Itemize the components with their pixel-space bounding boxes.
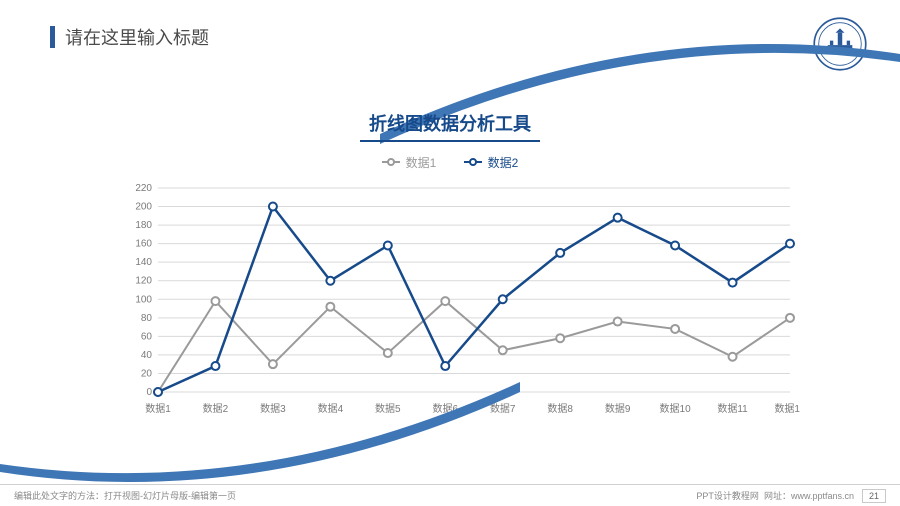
svg-text:数据4: 数据4 — [318, 402, 344, 415]
legend-item-series2: 数据2 — [464, 154, 519, 171]
svg-text:数据8: 数据8 — [547, 402, 573, 415]
svg-text:0: 0 — [146, 387, 152, 398]
chart-title-text: 折线图数据分析工具 — [369, 114, 531, 134]
footer-left-text: 编辑此处文字的方法：打开视图-幻灯片母版-编辑第一页 — [14, 489, 236, 502]
svg-text:200: 200 — [135, 202, 152, 213]
legend-label-1: 数据1 — [406, 154, 437, 171]
page-number: 21 — [862, 489, 886, 503]
title-accent — [50, 26, 55, 48]
svg-text:60: 60 — [141, 331, 153, 342]
svg-text:80: 80 — [141, 313, 153, 324]
svg-text:数据9: 数据9 — [605, 402, 631, 415]
svg-text:160: 160 — [135, 239, 152, 250]
slide-title-bar: 请在这里输入标题 — [50, 24, 209, 50]
slide-footer: 编辑此处文字的方法：打开视图-幻灯片母版-编辑第一页 PPT设计教程网 网址： … — [0, 484, 900, 506]
svg-text:100: 100 — [135, 294, 152, 305]
chart-legend: 数据1 数据2 — [0, 152, 900, 171]
footer-url: www.pptfans.cn — [791, 491, 854, 501]
legend-item-series1: 数据1 — [382, 154, 437, 171]
legend-swatch-2 — [464, 158, 482, 166]
svg-text:180: 180 — [135, 220, 152, 231]
legend-swatch-1 — [382, 158, 400, 166]
svg-text:120: 120 — [135, 276, 152, 287]
svg-text:40: 40 — [141, 350, 153, 361]
line-chart-svg: 0 20 40 60 80 100 120 140 160 180 200 220 数据1 数据2 数据3 数… — [120, 180, 800, 420]
svg-text:数据1: 数据1 — [145, 402, 171, 415]
line-chart: 0 20 40 60 80 100 120 140 160 180 200 220 数据1 数据2 数据3 数… — [120, 180, 800, 420]
svg-text:220: 220 — [135, 183, 152, 194]
svg-text:140: 140 — [135, 257, 152, 268]
footer-url-label: 网址： — [764, 489, 791, 502]
svg-text:20: 20 — [141, 368, 153, 379]
svg-text:数据6: 数据6 — [432, 402, 458, 415]
svg-text:数据11: 数据11 — [717, 402, 748, 415]
footer-site-name: PPT设计教程网 — [696, 489, 759, 502]
svg-text:数据2: 数据2 — [203, 402, 229, 415]
svg-text:数据3: 数据3 — [260, 402, 286, 415]
slide-title: 请在这里输入标题 — [65, 24, 209, 50]
svg-text:数据7: 数据7 — [490, 402, 516, 415]
svg-text:数据12: 数据12 — [774, 402, 800, 415]
svg-text:数据5: 数据5 — [375, 402, 401, 415]
legend-label-2: 数据2 — [488, 154, 519, 171]
svg-text:数据10: 数据10 — [660, 402, 692, 415]
university-logo-icon — [812, 16, 868, 72]
chart-title: 折线图数据分析工具 — [0, 110, 900, 142]
chart-title-underline — [360, 140, 540, 142]
